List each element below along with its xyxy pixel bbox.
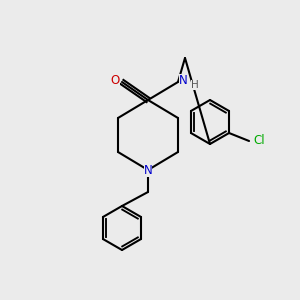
Text: N: N: [144, 164, 152, 176]
Text: O: O: [110, 74, 120, 86]
Text: N: N: [178, 74, 188, 86]
Text: Cl: Cl: [253, 134, 265, 148]
Text: H: H: [191, 80, 199, 90]
